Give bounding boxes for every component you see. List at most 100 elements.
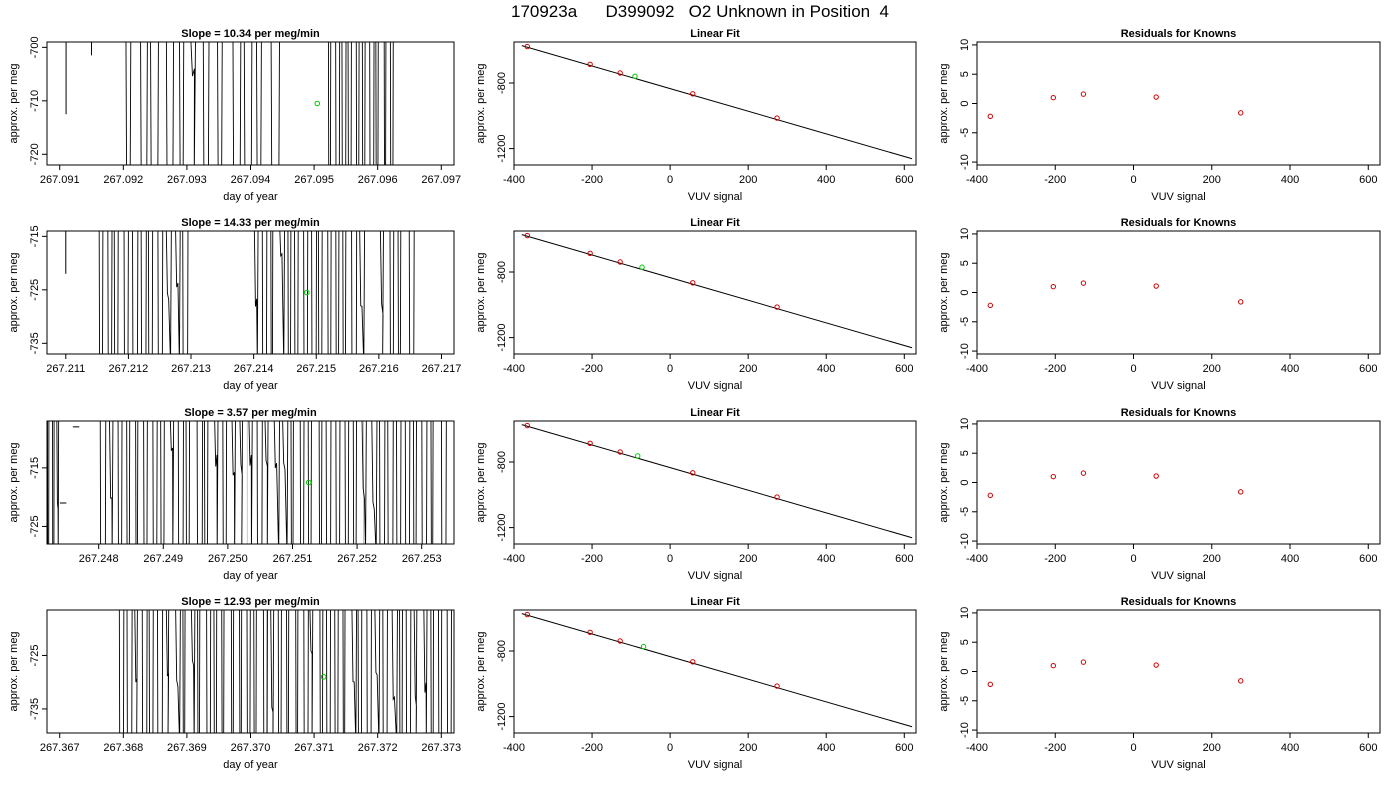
y-tick-label: -725 bbox=[29, 644, 41, 666]
y-tick-label: -5 bbox=[959, 317, 971, 327]
x-tick-label: -200 bbox=[581, 742, 603, 754]
x-tick-label: -200 bbox=[1044, 363, 1066, 375]
x-axis-label: VUV signal bbox=[1151, 191, 1205, 203]
x-tick-label: 267.373 bbox=[421, 742, 461, 754]
plot-frame bbox=[46, 230, 455, 355]
plot-frame bbox=[976, 41, 1381, 166]
trace-oscillation bbox=[98, 231, 189, 354]
panel-title: Slope = 3.57 per meg/min bbox=[184, 407, 317, 419]
unknown-point bbox=[635, 453, 641, 459]
plot-area bbox=[987, 659, 1244, 688]
x-tick-label: -400 bbox=[503, 553, 525, 565]
panel-4-1: Slope = 12.93 per meg/min 267.367 267.368 2… bbox=[8, 596, 461, 771]
known-point bbox=[524, 232, 530, 239]
panel-4-2: Linear Fit -400 -200 0 200 400 600 -800 -1200 VUV… bbox=[475, 596, 917, 771]
known-point bbox=[987, 681, 994, 688]
x-tick-label: 267.216 bbox=[359, 363, 399, 375]
y-tick-label: -1200 bbox=[496, 703, 508, 731]
y-axis-label: approx. per meg bbox=[8, 631, 20, 711]
trace-oscillation bbox=[47, 421, 60, 544]
y-tick-label: -800 bbox=[496, 261, 508, 283]
x-axis-label: VUV signal bbox=[1151, 380, 1205, 392]
plot-area bbox=[47, 42, 454, 165]
page-title: 170923a D399092 O2 Unknown in Position 4 bbox=[510, 2, 890, 21]
known-point bbox=[617, 638, 623, 644]
x-tick-label: 267.248 bbox=[79, 553, 119, 565]
x-tick-label: 200 bbox=[739, 174, 757, 186]
fit-line bbox=[521, 45, 913, 160]
x-tick-label: 600 bbox=[1359, 553, 1377, 565]
plot-area bbox=[521, 43, 913, 160]
known-point bbox=[1050, 662, 1056, 669]
x-tick-label: 267.094 bbox=[231, 174, 271, 186]
known-point bbox=[1153, 662, 1159, 668]
y-axis-label: approx. per meg bbox=[938, 63, 950, 143]
known-point bbox=[617, 449, 623, 455]
x-axis-label: VUV signal bbox=[1151, 759, 1205, 771]
x-tick-label: 267.091 bbox=[40, 174, 80, 186]
y-axis-label: approx. per meg bbox=[475, 631, 487, 711]
x-tick-label: 267.095 bbox=[294, 174, 334, 186]
trace-oscillation bbox=[125, 42, 280, 165]
x-tick-label: 600 bbox=[1359, 363, 1377, 375]
y-tick-label: 0 bbox=[959, 289, 971, 295]
panel-1-2: Linear Fit -400 -200 0 200 400 600 -800 -1200 VUV… bbox=[475, 28, 917, 203]
x-tick-label: 600 bbox=[895, 363, 913, 375]
x-tick-label: 400 bbox=[1281, 174, 1299, 186]
y-tick-label: -800 bbox=[496, 640, 508, 662]
x-tick-label: 200 bbox=[1203, 363, 1221, 375]
x-tick-label: 400 bbox=[1281, 553, 1299, 565]
known-point bbox=[1080, 470, 1087, 476]
plot-frame bbox=[46, 420, 455, 545]
unknown-point bbox=[632, 73, 638, 79]
x-tick-label: 267.213 bbox=[171, 363, 211, 375]
panel-2-3: Residuals for Knowns -400 -200 0 200 400 600 10… bbox=[938, 217, 1381, 392]
fit-line bbox=[521, 424, 913, 539]
trace-oscillation bbox=[379, 231, 415, 354]
x-tick-label: 400 bbox=[1281, 742, 1299, 754]
y-tick-label: -10 bbox=[959, 533, 971, 549]
panel-title: Slope = 14.33 per meg/min bbox=[181, 217, 320, 229]
known-point bbox=[774, 304, 780, 310]
known-point bbox=[617, 259, 623, 265]
x-tick-label: 0 bbox=[1130, 742, 1136, 754]
plot-frame bbox=[513, 41, 917, 166]
x-axis-label: VUV signal bbox=[688, 570, 742, 582]
unknown-point bbox=[639, 264, 645, 270]
x-tick-label: -200 bbox=[581, 553, 603, 565]
x-tick-label: 0 bbox=[667, 742, 673, 754]
y-tick-label: 5 bbox=[959, 260, 971, 266]
known-point bbox=[1080, 280, 1087, 286]
x-tick-label: 400 bbox=[817, 742, 835, 754]
x-tick-label: 400 bbox=[817, 174, 835, 186]
x-axis-label: VUV signal bbox=[1151, 570, 1205, 582]
panel-3-2: Linear Fit -400 -200 0 200 400 600 -800 -1200 VUV… bbox=[475, 407, 917, 582]
y-tick-label: -1200 bbox=[496, 514, 508, 542]
trace-oscillation bbox=[327, 42, 394, 165]
panel-title: Linear Fit bbox=[690, 28, 740, 40]
x-tick-label: -400 bbox=[966, 174, 988, 186]
plot-area bbox=[47, 421, 447, 544]
panel-title: Residuals for Knowns bbox=[1121, 217, 1237, 229]
x-tick-label: 200 bbox=[739, 742, 757, 754]
known-point bbox=[1238, 489, 1244, 495]
panel-2-1: Slope = 14.33 per meg/min 267.211 267.212 2… bbox=[8, 217, 461, 392]
known-point bbox=[587, 250, 593, 257]
x-tick-label: 267.367 bbox=[40, 742, 80, 754]
plot-frame bbox=[976, 420, 1381, 545]
y-axis-label: approx. per meg bbox=[938, 252, 950, 332]
known-point bbox=[524, 611, 530, 618]
y-axis-label: approx. per meg bbox=[8, 252, 20, 332]
y-tick-label: -800 bbox=[496, 451, 508, 473]
known-point bbox=[1080, 91, 1087, 97]
y-tick-label: 10 bbox=[959, 228, 971, 240]
x-tick-label: 600 bbox=[895, 742, 913, 754]
x-tick-label: 0 bbox=[667, 363, 673, 375]
known-point bbox=[524, 43, 530, 50]
x-tick-label: 267.217 bbox=[422, 363, 462, 375]
x-tick-label: 400 bbox=[1281, 363, 1299, 375]
y-tick-label: -735 bbox=[29, 332, 41, 354]
known-point bbox=[987, 492, 994, 499]
x-tick-label: 267.212 bbox=[109, 363, 149, 375]
